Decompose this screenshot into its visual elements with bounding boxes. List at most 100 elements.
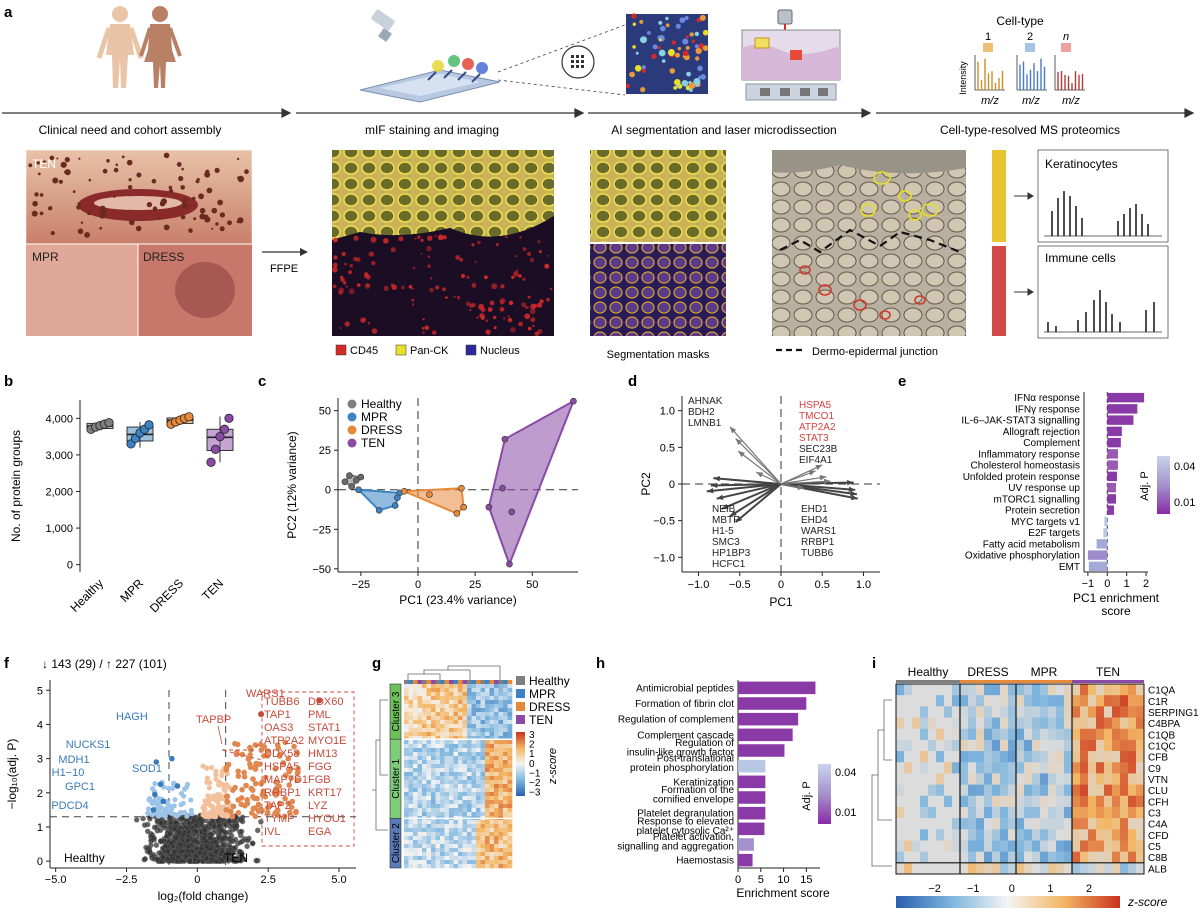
g-heatmap-cell: [435, 688, 441, 693]
g-heatmap-cell: [413, 820, 418, 825]
g-heatmap-cell: [476, 792, 481, 797]
f-point-up: [247, 752, 253, 758]
f-point-up: [241, 769, 247, 776]
lesion-spot: [219, 212, 225, 218]
i-heatmap-cell: [1000, 795, 1009, 808]
g-heatmap-cell: [444, 736, 450, 741]
g-heatmap-cell: [494, 864, 499, 869]
i-heatmap-cell: [944, 829, 953, 841]
g-heatmap-cell: [485, 860, 490, 865]
g-heatmap-cell: [408, 768, 414, 773]
i-heatmap-cell: [928, 695, 937, 707]
i-heatmap-cell: [904, 829, 913, 841]
i-heatmap-cell: [1136, 728, 1145, 741]
cd45-cell: [398, 236, 404, 242]
i-heatmap-cell: [944, 795, 953, 808]
i-heatmap-cell: [928, 818, 937, 830]
g-heatmap-cell: [494, 712, 499, 717]
d-y-label: PC2: [639, 472, 653, 496]
i-heatmap-cell: [912, 695, 921, 707]
lesion-spot: [176, 162, 182, 167]
i-heatmap-cell: [968, 773, 977, 785]
cd45-cell: [527, 295, 531, 299]
workflow-step-1: Clinical need and cohort assembly: [39, 123, 222, 137]
cd45-cell: [348, 288, 355, 295]
g-heatmap-cell: [507, 824, 513, 829]
g-heatmap-cell: [462, 744, 468, 749]
i-heatmap-cell: [1008, 706, 1017, 718]
g-heatmap-cell: [440, 864, 445, 869]
f-point-down: [149, 801, 156, 807]
g-heatmap-cell: [422, 684, 427, 689]
cd45-cell: [485, 319, 488, 322]
i-heatmap-cell: [1128, 762, 1137, 774]
i-heatmap-cell: [1104, 818, 1113, 830]
mif-dot: [635, 51, 639, 55]
i-heatmap-cell: [952, 684, 961, 696]
i-heatmap-cell: [952, 695, 961, 707]
i-heatmap-cell: [912, 773, 921, 785]
lesion-spot: [99, 226, 103, 230]
i-heatmap-cell: [904, 818, 913, 830]
i-heatmap-cell: [1032, 739, 1041, 752]
g-heatmap-cell: [404, 716, 409, 721]
g-heatmap-cell: [489, 720, 495, 725]
g-heatmap-cell: [485, 720, 490, 725]
g-heatmap-cell: [507, 724, 513, 729]
g-zscore-tick: −1: [529, 768, 541, 779]
mif-dot: [669, 68, 676, 74]
i-heatmap-cell: [1048, 762, 1057, 774]
f-point-up-minor: [206, 785, 212, 791]
g-heatmap-cell: [471, 796, 477, 801]
g-heatmap-cell: [498, 800, 504, 805]
d-gene-label: TMCO1: [799, 411, 834, 422]
i-heatmap-cell: [912, 851, 921, 864]
cd45-cell: [513, 271, 519, 277]
g-heatmap-cell: [435, 864, 441, 869]
f-point-up: [272, 766, 279, 772]
g-heatmap-cell: [476, 852, 481, 857]
f-down-gene-label: GPC1: [65, 781, 95, 793]
g-heatmap-cell: [435, 800, 441, 805]
i-heatmap-cell: [992, 784, 1001, 797]
i-heatmap-cell: [1120, 762, 1129, 774]
g-heatmap-cell: [404, 820, 409, 825]
g-heatmap-cell: [458, 732, 463, 737]
g-heatmap-cell: [458, 812, 463, 817]
lesion-spot: [87, 211, 91, 216]
g-heatmap-cell: [489, 820, 495, 825]
g-heatmap-cell: [422, 792, 427, 797]
g-heatmap-cell: [444, 824, 450, 829]
g-heatmap-cell: [498, 704, 504, 709]
g-heatmap-cell: [458, 708, 463, 713]
lesion-spot: [106, 159, 110, 163]
cd45-cell: [533, 303, 538, 308]
g-heatmap-cell: [435, 736, 441, 741]
g-heatmap-cell: [404, 840, 409, 845]
g-heatmap-cell: [404, 776, 409, 781]
f-point-ns: [165, 848, 171, 855]
f-point-up-minor: [212, 814, 219, 820]
g-heatmap-cell: [408, 748, 414, 753]
g-heatmap-cell: [462, 864, 468, 869]
i-heatmap-cell: [1056, 795, 1065, 808]
g-heatmap-cell: [476, 780, 481, 785]
i-heatmap-cell: [968, 762, 977, 774]
f-point-up: [247, 761, 253, 767]
cell-type-spectra: [1044, 191, 1162, 333]
cd45-cell: [532, 324, 535, 327]
g-heatmap-cell: [498, 840, 504, 845]
cd45-cell: [340, 277, 345, 283]
i-heatmap-cell: [968, 829, 977, 841]
i-heatmap-cell: [936, 862, 945, 875]
g-heatmap-cell: [503, 828, 508, 833]
g-heatmap-cell: [489, 864, 495, 869]
g-legend-swatch: [516, 676, 525, 685]
i-heatmap-cell: [1088, 717, 1097, 730]
g-heatmap-cell: [435, 712, 441, 717]
mif-zoom-dots: [625, 13, 709, 93]
i-heatmap-cell: [1088, 762, 1097, 774]
g-heatmap-cell: [503, 840, 508, 845]
i-heatmap-cell: [1128, 840, 1137, 852]
g-heatmap-cell: [494, 856, 499, 861]
